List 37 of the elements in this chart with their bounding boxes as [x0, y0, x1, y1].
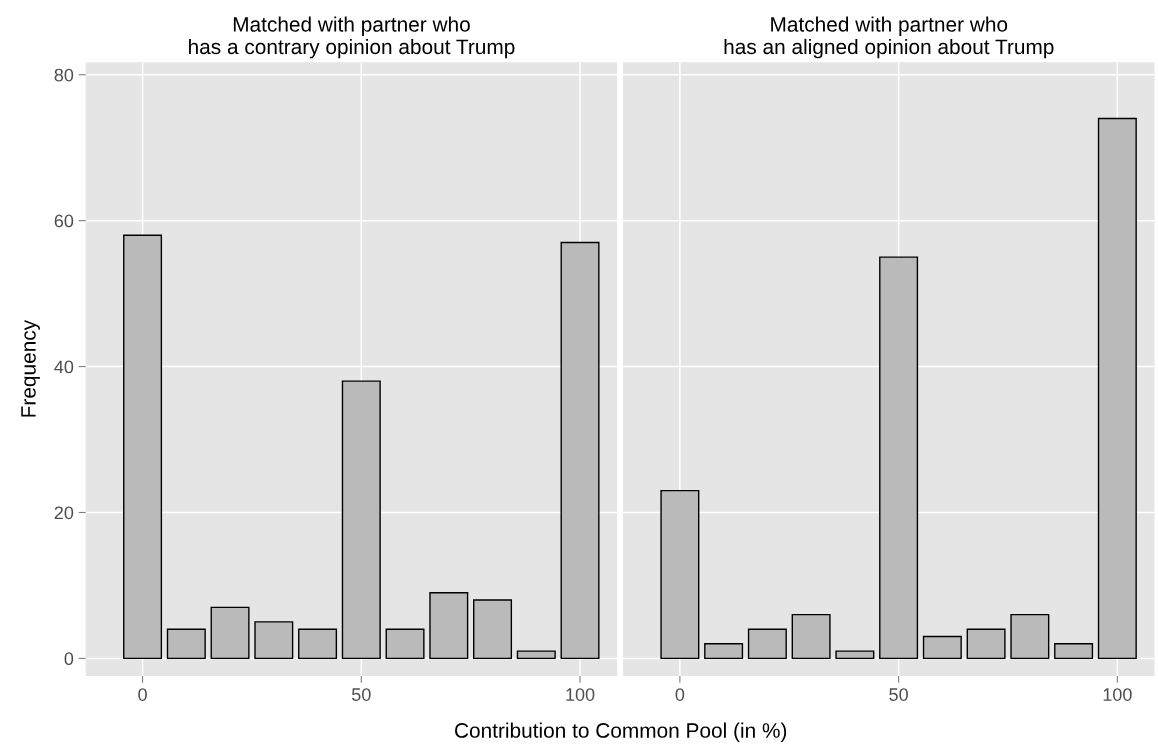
chart-title: Matched with partner who has a contrary opinion about Trump — [189, 16, 515, 59]
bar — [660, 489, 700, 660]
bar — [835, 650, 875, 660]
chart-title: Matched with partner who has an aligned opinion about Trump — [724, 16, 1054, 59]
bar — [560, 241, 600, 660]
x-tick-label: 100 — [1103, 688, 1132, 701]
bar — [210, 606, 250, 660]
x-tick-label: 50 — [351, 688, 371, 701]
bar — [1010, 613, 1050, 660]
bar — [516, 650, 556, 660]
y-tick-label: 80 — [54, 68, 74, 82]
bar — [966, 628, 1006, 660]
x-tick-label: 0 — [138, 688, 147, 701]
bar — [473, 599, 513, 660]
bar — [123, 234, 163, 660]
y-tick-label: 20 — [54, 506, 74, 520]
x-tick-label: 100 — [566, 688, 595, 701]
bar — [254, 621, 294, 660]
x-tick-label: 0 — [675, 688, 685, 701]
bar — [922, 635, 962, 660]
bar — [791, 613, 831, 660]
bar — [341, 380, 381, 660]
bar — [747, 628, 787, 660]
x-tick-label: 50 — [889, 688, 908, 701]
bar — [879, 256, 919, 660]
bar — [298, 628, 338, 660]
bar — [429, 592, 469, 660]
bar — [166, 628, 206, 660]
bar — [385, 628, 425, 660]
y-tick-label: 60 — [54, 214, 74, 228]
bar — [1054, 643, 1094, 660]
bar — [1097, 117, 1137, 660]
x-axis-title: Contribution to Common Pool (in %) — [455, 722, 787, 742]
y-tick-label: 40 — [54, 360, 74, 374]
bar — [704, 643, 744, 660]
y-axis-title: Frequency — [21, 319, 40, 417]
y-tick-label: 0 — [64, 652, 74, 666]
